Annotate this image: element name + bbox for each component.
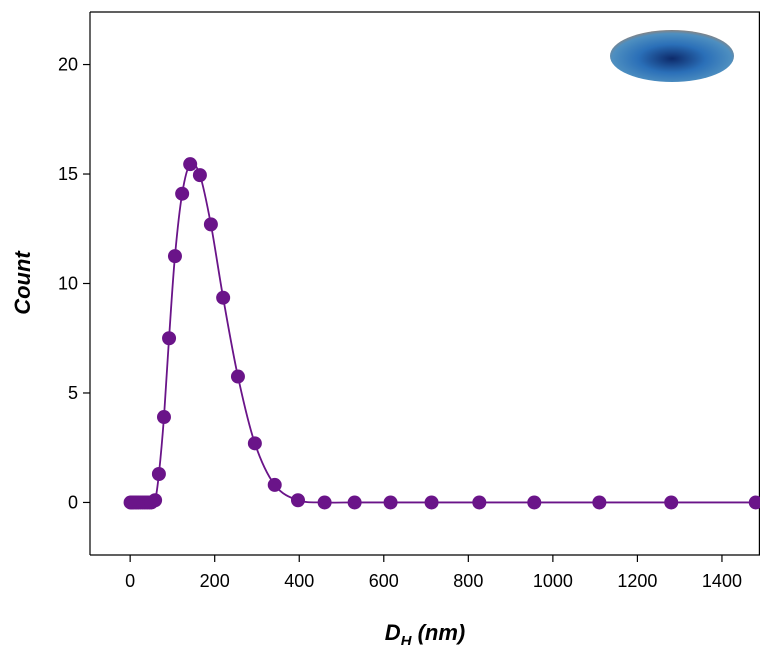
data-point <box>347 495 362 510</box>
data-point <box>148 493 163 508</box>
data-point <box>156 410 171 425</box>
data-point <box>203 217 218 232</box>
y-tick-label: 5 <box>68 383 78 403</box>
data-point <box>527 495 542 510</box>
x-axis-title-rest: (nm) <box>411 620 465 645</box>
y-tick-label: 20 <box>58 55 78 75</box>
x-axis-title-main: D <box>385 620 401 645</box>
x-tick-label: 200 <box>200 571 230 591</box>
data-point <box>290 493 305 508</box>
data-point <box>192 168 207 183</box>
data-point <box>664 495 679 510</box>
x-tick-label: 600 <box>369 571 399 591</box>
y-tick-label: 10 <box>58 274 78 294</box>
data-point <box>267 477 282 492</box>
x-tick-label: 0 <box>125 571 135 591</box>
particle-image <box>610 30 734 82</box>
data-point <box>383 495 398 510</box>
data-point <box>162 331 177 346</box>
data-point <box>317 495 332 510</box>
data-point <box>230 369 245 384</box>
data-point <box>216 290 231 305</box>
x-axis-title: DH (nm) <box>385 620 466 645</box>
y-tick-label: 15 <box>58 164 78 184</box>
data-point <box>247 436 262 451</box>
x-tick-label: 800 <box>453 571 483 591</box>
x-tick-label: 1200 <box>617 571 657 591</box>
data-point <box>472 495 487 510</box>
series-line <box>130 162 756 504</box>
data-point <box>175 186 190 201</box>
x-tick-label: 1400 <box>702 571 742 591</box>
data-point <box>748 495 760 510</box>
data-point <box>167 249 182 264</box>
data-point <box>151 466 166 481</box>
y-axis-title: Count <box>10 250 35 315</box>
data-point <box>424 495 439 510</box>
x-tick-label: 1000 <box>533 571 573 591</box>
data-point <box>183 157 198 172</box>
x-tick-label: 400 <box>284 571 314 591</box>
data-point <box>592 495 607 510</box>
x-axis-title-sub: H <box>401 633 413 645</box>
y-tick-label: 0 <box>68 492 78 512</box>
